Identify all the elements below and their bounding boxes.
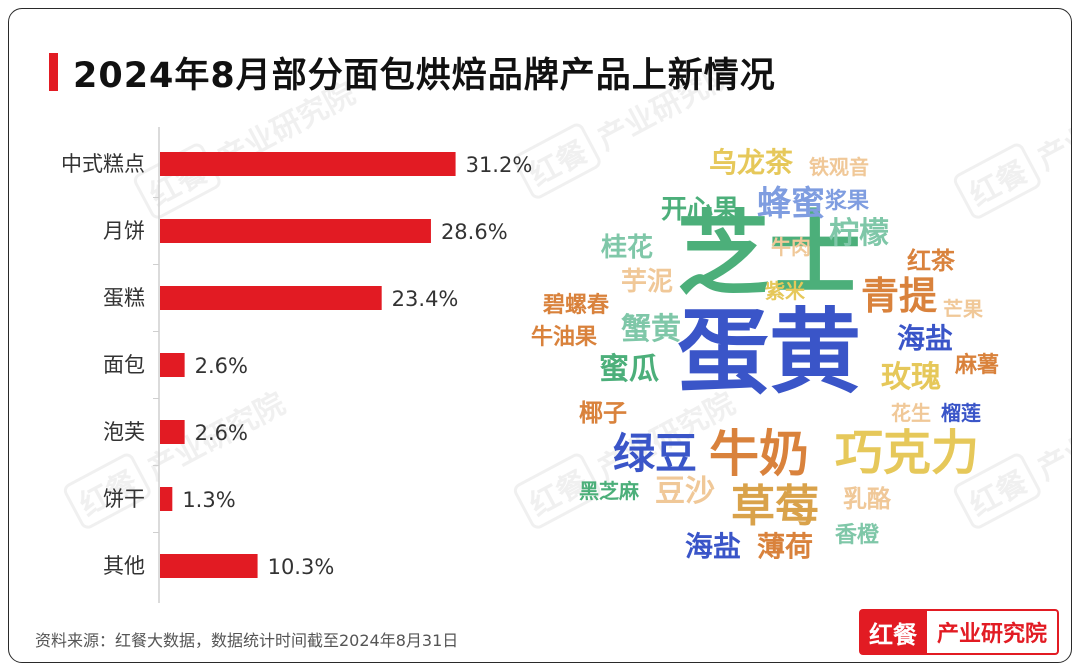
word-cloud-term: 芋泥 (621, 267, 674, 297)
bar (160, 152, 456, 176)
word-cloud-term: 海盐 (897, 322, 954, 355)
category-label: 蛋糕 (103, 286, 145, 310)
category-label: 饼干 (103, 487, 145, 511)
word-cloud-term: 紫米 (765, 279, 805, 303)
title-accent-bar (49, 53, 58, 91)
word-cloud-term: 青提 (861, 274, 938, 318)
chart-frame: 红餐产业研究院 红餐产业研究院 红餐产业研究院 红餐产业研究院 红餐产业研究院 … (8, 8, 1072, 663)
word-cloud-term: 铁观音 (809, 155, 869, 179)
value-label: 2.6% (195, 354, 248, 378)
word-cloud-term: 牛肉 (771, 235, 811, 259)
word-cloud-term: 柠檬 (829, 216, 889, 251)
word-cloud-term: 海盐 (685, 530, 742, 563)
value-label: 31.2% (466, 153, 533, 177)
value-label: 2.6% (195, 421, 248, 445)
page-title: 2024年8月部分面包烘焙品牌产品上新情况 (73, 56, 776, 96)
brand-logo-label: 产业研究院 (927, 609, 1060, 655)
word-cloud-term: 椰子 (579, 399, 627, 427)
word-cloud-term: 芒果 (943, 297, 983, 321)
word-cloud-term: 蜂蜜 (757, 184, 825, 224)
word-cloud-term: 香橙 (835, 523, 880, 548)
word-cloud-term: 蟹黄 (621, 312, 681, 347)
category-label: 泡芙 (103, 420, 145, 444)
word-cloud-term: 黑芝麻 (579, 479, 639, 503)
word-cloud-term: 桂花 (601, 233, 654, 263)
category-label: 月饼 (103, 219, 145, 243)
word-cloud-term: 红茶 (907, 247, 955, 275)
word-cloud-term: 开心果 (661, 195, 740, 225)
word-cloud-term: 榴莲 (941, 401, 981, 425)
brand-logo-mark: 红餐 (859, 609, 927, 655)
category-label: 中式糕点 (61, 152, 145, 176)
word-cloud-term: 牛油果 (531, 325, 598, 350)
word-cloud-term: 薄荷 (757, 530, 814, 563)
word-cloud-term: 花生 (891, 401, 931, 425)
bar (160, 554, 258, 578)
value-label: 1.3% (182, 488, 235, 512)
bar-chart: 中式糕点 31.2% 月饼 28.6% 蛋糕 23.4% 面包 2.6% 泡芙 2.6% 饼干 1.3… (61, 127, 533, 603)
word-cloud-term: 碧螺春 (543, 293, 610, 318)
category-label: 其他 (103, 554, 145, 578)
word-cloud-term: 牛奶 (709, 425, 809, 483)
category-label: 面包 (103, 353, 145, 377)
bar (160, 487, 173, 511)
value-label: 10.3% (268, 555, 335, 579)
word-cloud-term: 蜜瓜 (599, 352, 659, 387)
word-cloud-term: 绿豆 (613, 429, 698, 478)
word-cloud-term: 豆沙 (655, 474, 715, 509)
brand-logo: 红餐 产业研究院 (859, 609, 1060, 655)
word-cloud-term: 草莓 (731, 481, 819, 532)
word-cloud-term: 巧克力 (835, 425, 980, 481)
source-note: 资料来源：红餐大数据，数据统计时间截至2024年8月31日 (35, 631, 459, 650)
word-cloud: 芝士 蛋黄牛奶 巧克力 草莓 绿豆 青提 蜂蜜 乌龙茶 铁观音开心果 浆果 柠檬 桂花 牛肉红茶芋泥 紫米… (9, 9, 1071, 662)
word-cloud-term: 蛋黄 (677, 299, 862, 406)
bar (160, 353, 185, 377)
bar (160, 219, 431, 243)
word-cloud-term: 浆果 (825, 189, 870, 214)
word-cloud-term: 麻薯 (955, 353, 1000, 378)
value-label: 28.6% (441, 220, 508, 244)
word-cloud-term: 乌龙茶 (709, 146, 794, 179)
word-cloud-term: 玫瑰 (881, 360, 941, 395)
word-cloud-term: 芝士 (677, 201, 862, 308)
bar (160, 420, 185, 444)
bar (160, 286, 382, 310)
word-cloud-term: 乳酪 (843, 485, 891, 513)
value-label: 23.4% (392, 287, 459, 311)
